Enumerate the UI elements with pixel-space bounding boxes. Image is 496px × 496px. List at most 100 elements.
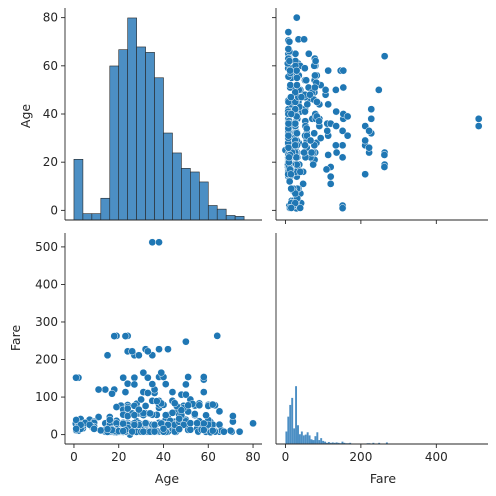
scatter-point-fare-age [338, 141, 347, 150]
age-histogram-bar [91, 213, 102, 221]
scatter-point-fare-age [380, 151, 389, 159]
scatter-point-fare-age [292, 66, 301, 75]
scatter-point-fare-age [307, 148, 316, 157]
scatter-point-age-fare [164, 345, 172, 354]
scatter-point-age-fare [186, 419, 195, 428]
scatter-point-fare-age [310, 129, 319, 138]
scatter-point-age-fare [182, 380, 190, 389]
scatter-point-fare-age [474, 114, 483, 123]
scatter-point-fare-age [284, 45, 293, 53]
scatter-point-fare-age [284, 119, 293, 128]
scatter-point-fare-age [301, 107, 309, 116]
age-histogram-bar [172, 152, 182, 221]
scatter-point-fare-age [285, 37, 294, 46]
y-axis-label-fare: Fare [8, 325, 23, 352]
scatter-point-fare-age [304, 49, 313, 58]
scatter-point-fare-age [324, 66, 333, 75]
scatter-point-fare-age [287, 170, 295, 179]
scatter-point-fare-age [367, 105, 376, 114]
y-axis-label-age: Age [18, 104, 33, 128]
scatter-point-age-fare [143, 373, 152, 382]
scatter-point-age-fare [135, 405, 143, 414]
scatter-point-fare-age [291, 119, 300, 128]
age-y-tick-label: 60 [43, 59, 58, 73]
age-histogram-bar [82, 213, 93, 221]
age-histogram-bar [181, 168, 191, 221]
age-histogram-bar [100, 197, 111, 221]
scatter-point-age-fare [141, 402, 150, 410]
scatter-point-age-fare [130, 373, 139, 382]
fare-histogram-bar [304, 434, 307, 444]
scatter-point-age-fare [161, 411, 170, 419]
scatter-point-age-fare [184, 401, 192, 410]
scatter-point-fare-age [315, 117, 323, 126]
fare-y-tick-label: 300 [35, 315, 58, 329]
scatter-point-age-fare [130, 421, 139, 429]
scatter-point-fare-age [338, 127, 347, 135]
x-axis-label-fare: Fare [370, 471, 397, 486]
fare-histogram-bar [298, 434, 301, 444]
scatter-point-age-fare [150, 421, 159, 429]
scatter-point-age-fare [168, 408, 177, 417]
scatter-point-age-fare [96, 426, 105, 435]
fare-histogram-bar [314, 436, 317, 444]
scatter-point-fare-age [287, 110, 296, 118]
scatter-point-age-fare [186, 425, 195, 434]
scatter-point-age-fare [150, 427, 159, 436]
scatter-point-age-fare [72, 373, 80, 382]
fare-histogram-bar [329, 442, 332, 444]
scatter-point-fare-age [285, 153, 293, 162]
scatter-point-fare-age [365, 143, 373, 152]
scatter-point-fare-age [292, 13, 301, 22]
scatter-point-age-fare [101, 385, 110, 394]
scatter-point-age-fare [148, 238, 157, 247]
scatter-point-age-fare [94, 385, 103, 394]
scatter-point-age-fare [143, 347, 152, 356]
fare-histogram-bar [312, 440, 315, 444]
age-histogram-bar [154, 77, 164, 221]
scatter-point-age-fare [175, 425, 184, 434]
scatter-point-age-fare [220, 427, 228, 436]
scatter-point-age-fare [170, 399, 179, 408]
panel-fare-histogram: 0 200 400 Fare [275, 233, 488, 486]
fare-y-tick-label: 400 [35, 277, 58, 291]
scatter-point-age-fare [177, 406, 186, 415]
scatter-point-fare-age [287, 93, 295, 101]
scatter-point-fare-age [380, 163, 389, 171]
scatter-point-age-fare [184, 373, 192, 381]
scatter-point-age-fare [155, 345, 163, 354]
fare-histogram-bar [324, 441, 327, 444]
scatter-point-age-fare [229, 412, 237, 420]
age-y-tick-label: 0 [50, 203, 58, 217]
scatter-point-fare-age [313, 98, 321, 106]
scatter-point-age-fare [90, 425, 98, 433]
scatter-point-fare-age [302, 76, 311, 85]
scatter-point-fare-age [291, 141, 300, 150]
age-histogram-bar [127, 17, 137, 221]
scatter-point-fare-age [284, 131, 293, 140]
scatter-point-age-fare [112, 403, 121, 411]
fare-histogram-bar [318, 440, 321, 444]
scatter-point-age-fare [199, 426, 208, 434]
scatter-point-fare-age [306, 136, 315, 145]
fare-histogram-bar [341, 441, 344, 444]
scatter-point-fare-age [311, 71, 319, 80]
age-y-tick-label: 80 [43, 11, 58, 25]
scatter-point-fare-age [284, 28, 293, 36]
scatter-point-fare-age [326, 172, 335, 181]
fare-histogram-bar [291, 397, 294, 444]
scatter-point-fare-age [321, 86, 330, 94]
scatter-point-age-fare [103, 425, 112, 434]
fare-histogram-bar [331, 442, 334, 444]
fare-histogram-bar [335, 442, 338, 444]
scatter-point-fare-age [331, 141, 340, 150]
scatter-point-fare-age [474, 122, 483, 130]
scatter-point-age-fare [130, 380, 139, 389]
scatter-point-fare-age [284, 143, 293, 152]
scatter-point-fare-age [297, 93, 306, 101]
scatter-point-fare-age [293, 74, 301, 82]
scatter-point-fare-age [293, 129, 301, 138]
scatter-point-age-fare [130, 411, 139, 419]
scatter-point-fare-age [285, 177, 294, 186]
